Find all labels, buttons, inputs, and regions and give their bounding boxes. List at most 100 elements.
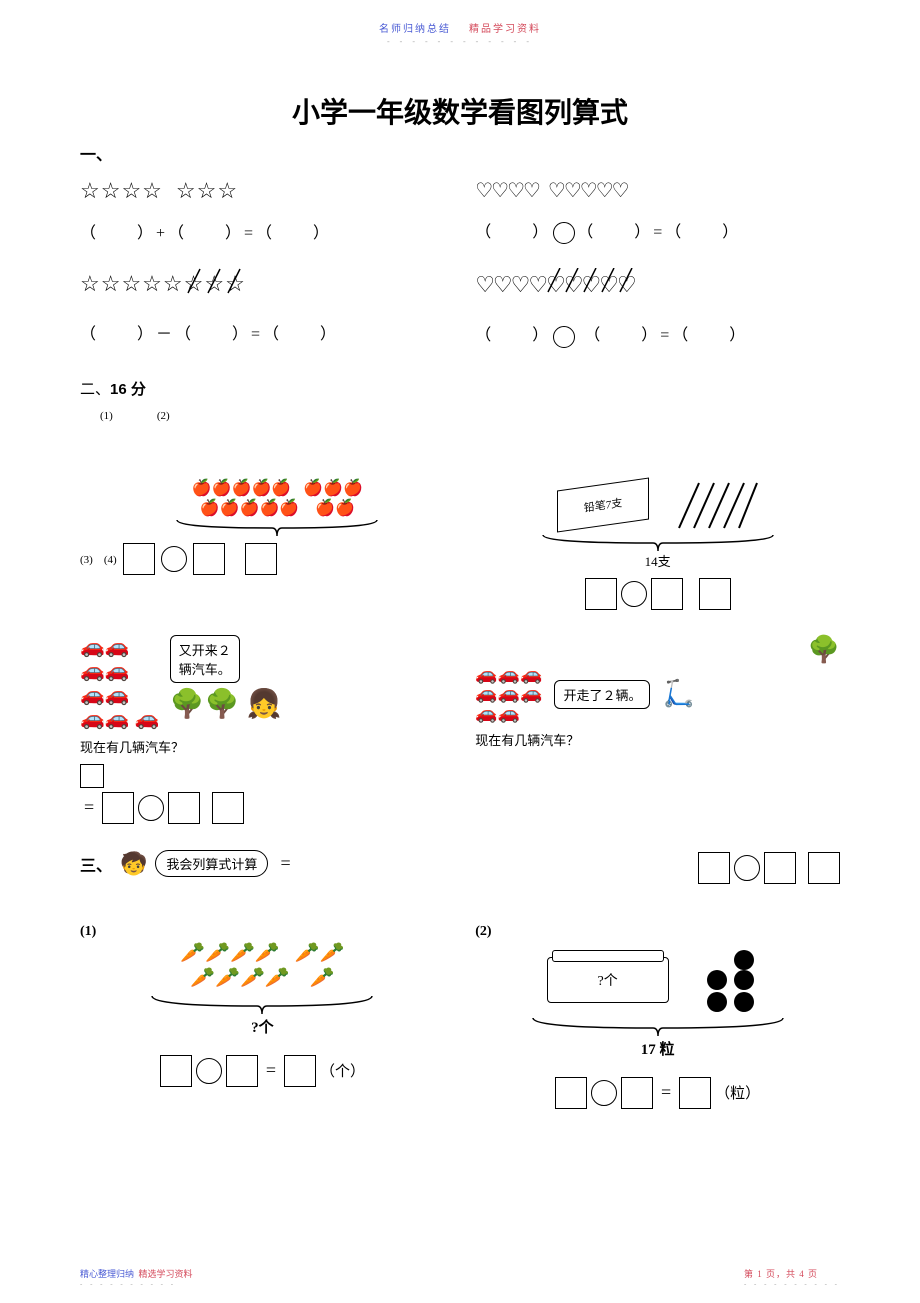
- question-mark-label: ?个: [80, 1016, 445, 1037]
- bushes-icon: 🌳: [808, 635, 840, 665]
- cars-group: 🚗🚗🚗🚗🚗🚗🚗🚗: [475, 665, 542, 724]
- section3-problems: (1) 🥕🥕🥕🥕 🥕🥕 🥕🥕🥕🥕 🥕 ?个 = （个） (2): [80, 924, 840, 1109]
- header-right: 精品学习资料: [469, 24, 541, 35]
- operator-circle[interactable]: [734, 855, 760, 881]
- answer-box[interactable]: [808, 852, 840, 884]
- circle-op-icon: [553, 222, 575, 244]
- answer-box[interactable]: [698, 852, 730, 884]
- equation-boxes-right: [698, 852, 840, 884]
- sub-nums-34: (3) (4): [80, 551, 117, 567]
- stars-strike: ☆☆☆☆☆☆☆☆: [80, 271, 246, 297]
- speech-bubble: 开走了２辆。: [554, 680, 650, 709]
- hearts-group1: ♡♡♡♡ ♡♡♡♡♡: [475, 178, 840, 203]
- balls-icon: [699, 950, 769, 1010]
- answer-box[interactable]: [679, 1077, 711, 1109]
- cars-group: 🚗🚗🚗🚗🚗🚗🚗🚗 🚗: [80, 635, 160, 731]
- box-label: 铅笔7支: [583, 494, 622, 515]
- eq-circle2: （ ） （ ）=（ ）: [475, 321, 840, 347]
- operator-circle[interactable]: [196, 1058, 222, 1084]
- carrots-icon: 🥕🥕🥕🥕 🥕🥕 🥕🥕🥕🥕 🥕: [80, 940, 445, 990]
- problem-box-balls: (2) ?个 17 粒: [475, 924, 840, 1109]
- answer-box[interactable]: [651, 578, 683, 610]
- answer-box[interactable]: [160, 1055, 192, 1087]
- problem-carrots: (1) 🥕🥕🥕🥕 🥕🥕 🥕🥕🥕🥕 🥕 ?个 = （个）: [80, 924, 445, 1109]
- question-text: 现在有几辆汽车？: [80, 737, 445, 756]
- total-value: 17 粒: [641, 1042, 675, 1058]
- answer-box[interactable]: [699, 578, 731, 610]
- brace-down-icon: [147, 994, 377, 1016]
- answer-box[interactable]: [764, 852, 796, 884]
- equals-sign: =: [84, 797, 94, 818]
- speech-text: 开走了２辆。: [563, 688, 641, 703]
- speech-bubble: 又开来２ 辆汽车。: [170, 635, 240, 683]
- operator-circle[interactable]: [138, 795, 164, 821]
- operator-circle[interactable]: [161, 546, 187, 572]
- apples-row1: 🍎🍎🍎🍎🍎 🍎🍎🍎: [110, 478, 445, 498]
- main-title: 小学一年级数学看图列算式: [80, 91, 840, 131]
- answer-box[interactable]: [226, 1055, 258, 1087]
- mystery-box: ?个: [547, 957, 669, 1003]
- worksheet-page: 名师归纳总结 精品学习资料 - - - - - - - - - - - - 小学…: [0, 0, 920, 1303]
- section3-header-row: 三、 🧒 我会列算式计算 =: [80, 844, 840, 884]
- strike-lines-icon: [542, 268, 652, 294]
- eq3-right: （ ）=（ ）: [577, 224, 741, 241]
- brace-down-icon: [538, 533, 778, 553]
- section2-label: 二、: [80, 382, 110, 398]
- page-footer: 精心整理归纳 精选学习资料 - - - - - - - - - - 第 1 页，…: [80, 1267, 840, 1288]
- answer-box[interactable]: [585, 578, 617, 610]
- answer-box[interactable]: [123, 543, 155, 575]
- unit-label: （粒）: [715, 1082, 760, 1103]
- unit-label: （个）: [320, 1060, 365, 1081]
- section2-header: 二、16 分: [80, 378, 840, 399]
- problems-row2: 🚗🚗🚗🚗🚗🚗🚗🚗 🚗 又开来２ 辆汽车。 🌳🌳 👧 现在有几辆汽车？ =: [80, 635, 840, 824]
- total-label: 14支: [475, 551, 840, 570]
- answer-box[interactable]: [168, 792, 200, 824]
- header-dots: - - - - - - - - - - - -: [80, 37, 840, 46]
- equals-sign: =: [661, 1082, 671, 1103]
- footer-dots: - - - - - - - - - -: [80, 1280, 193, 1288]
- person-scooter-icon: 🛴: [662, 679, 694, 709]
- prob-num: (1): [80, 924, 445, 940]
- answer-box[interactable]: [102, 792, 134, 824]
- child-icon: 🧒: [120, 851, 147, 877]
- operator-circle[interactable]: [621, 581, 647, 607]
- answer-box[interactable]: [212, 792, 244, 824]
- stars-group1: ☆☆☆☆ ☆☆☆: [80, 178, 445, 204]
- total-label: 17 粒: [475, 1038, 840, 1059]
- problem-pencils: 铅笔7支 14支: [475, 478, 840, 610]
- equals-sign: =: [266, 1060, 276, 1081]
- prob-num: (2): [475, 924, 840, 940]
- thought-bubble: 我会列算式计算: [155, 850, 268, 877]
- bubble-text: 我会列算式计算: [166, 857, 257, 872]
- answer-box[interactable]: [80, 764, 104, 788]
- problem-apples: 🍎🍎🍎🍎🍎 🍎🍎🍎 🍎🍎🍎🍎🍎 🍎🍎 (3) (4): [80, 478, 445, 610]
- eq4-right: （ ）=（ ）: [584, 327, 748, 344]
- answer-box[interactable]: [555, 1077, 587, 1109]
- circle-op-icon: [553, 326, 575, 348]
- eq-add: （ ）+（ ）=（ ）: [80, 219, 445, 243]
- section3-label: 三、: [80, 852, 112, 876]
- answer-box[interactable]: [284, 1055, 316, 1087]
- top-header: 名师归纳总结 精品学习资料 - - - - - - - - - - - -: [80, 20, 840, 46]
- s1-left: ☆☆☆☆ ☆☆☆ （ ）+（ ）=（ ） ☆☆☆☆☆☆☆☆ （ ）－（ ）=（ …: [80, 170, 445, 368]
- equals-sign: =: [280, 853, 290, 874]
- sub-nums-12: (1) (2): [100, 407, 840, 423]
- footer-left-b: 精选学习资料: [139, 1269, 193, 1279]
- brace-down-icon: [172, 518, 382, 538]
- apples-row2: 🍎🍎🍎🍎🍎 🍎🍎: [110, 498, 445, 518]
- pencils-icon: [669, 478, 759, 533]
- operator-circle[interactable]: [591, 1080, 617, 1106]
- footer-left: 精心整理归纳 精选学习资料 - - - - - - - - - -: [80, 1267, 193, 1288]
- speech-line2: 辆汽车。: [179, 659, 231, 678]
- answer-box[interactable]: [621, 1077, 653, 1109]
- footer-right: 第 1 页，共 4 页 - - - - - - - - - -: [744, 1267, 840, 1288]
- section1-label: 一、: [80, 141, 840, 165]
- footer-page-num: 第 1 页，共 4 页: [744, 1269, 818, 1279]
- brace-down-icon: [528, 1016, 788, 1038]
- answer-box[interactable]: [245, 543, 277, 575]
- pencil-box: 铅笔7支: [557, 478, 649, 533]
- footer-left-a: 精心整理归纳: [80, 1269, 134, 1279]
- answer-box[interactable]: [193, 543, 225, 575]
- hearts-strike: ♡♡♡♡♡♡♡♡♡: [475, 272, 635, 298]
- section2-points: 16 分: [110, 381, 146, 398]
